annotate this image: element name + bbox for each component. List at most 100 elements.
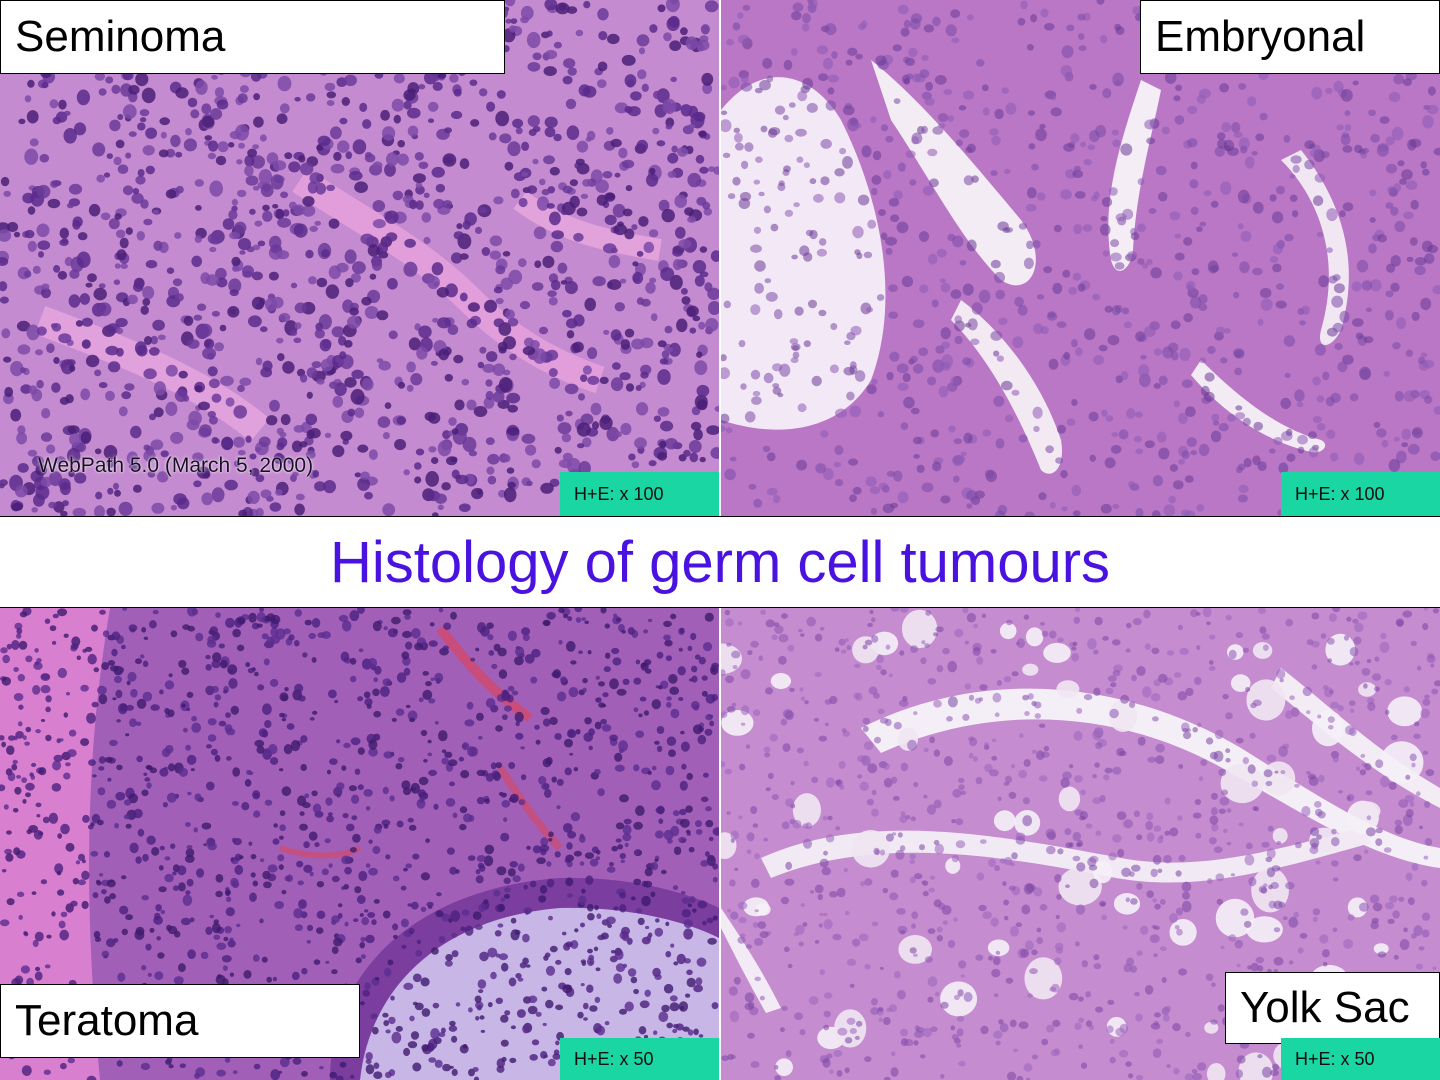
cell-nucleus [1071, 484, 1082, 497]
cell-nucleus [488, 650, 495, 656]
cell-nucleus [1269, 448, 1276, 454]
cell-nucleus [1311, 86, 1323, 100]
cell-nucleus [27, 79, 35, 88]
cell-nucleus [900, 422, 909, 431]
cell-nucleus [383, 1020, 390, 1027]
cell-nucleus [1103, 774, 1110, 781]
cell-nucleus [548, 831, 554, 838]
cell-nucleus [306, 924, 314, 932]
cell-nucleus [373, 899, 380, 904]
cell-nucleus [575, 29, 584, 37]
cell-nucleus [218, 643, 225, 649]
cell-nucleus [1058, 786, 1081, 812]
cell-nucleus [214, 754, 221, 762]
cell-nucleus [1080, 810, 1088, 820]
cell-nucleus [210, 108, 223, 120]
cell-nucleus [1326, 429, 1336, 439]
cell-nucleus [150, 335, 158, 345]
cell-nucleus [334, 382, 347, 397]
cell-nucleus [908, 47, 918, 58]
cell-nucleus [160, 131, 167, 139]
cell-nucleus [247, 490, 260, 504]
cell-nucleus [649, 277, 657, 284]
cell-nucleus [1327, 658, 1332, 663]
cell-nucleus [676, 953, 686, 965]
cell-nucleus [876, 654, 884, 664]
cell-nucleus [774, 105, 786, 115]
cell-nucleus [193, 480, 202, 488]
cell-nucleus [24, 148, 39, 165]
cell-nucleus [687, 903, 692, 907]
cell-nucleus [866, 384, 877, 395]
cell-nucleus [468, 1007, 473, 1013]
cell-nucleus [577, 443, 585, 449]
cell-nucleus [1038, 723, 1046, 728]
cell-nucleus [888, 198, 900, 207]
cell-nucleus [1191, 1068, 1198, 1074]
cell-nucleus [139, 117, 147, 123]
cell-nucleus [582, 677, 588, 684]
cell-nucleus [1076, 707, 1083, 714]
cell-nucleus [154, 971, 164, 980]
cell-nucleus [1316, 231, 1324, 238]
cell-nucleus [228, 142, 235, 148]
cell-nucleus [368, 839, 373, 844]
cell-nucleus [484, 299, 497, 313]
cell-nucleus [1302, 686, 1312, 697]
cell-nucleus [415, 448, 425, 456]
cell-nucleus [543, 620, 551, 626]
cell-nucleus [561, 931, 567, 936]
cell-nucleus [1031, 949, 1038, 956]
cell-nucleus [444, 751, 453, 758]
cell-nucleus [11, 502, 23, 511]
cell-nucleus [335, 1075, 344, 1080]
cell-nucleus [677, 666, 686, 676]
cell-nucleus [92, 142, 106, 157]
cell-nucleus [391, 1031, 402, 1044]
cell-nucleus [839, 147, 847, 155]
cell-nucleus [621, 54, 636, 66]
cell-nucleus [53, 754, 63, 762]
cell-nucleus [46, 343, 55, 354]
cell-nucleus [614, 752, 623, 762]
cell-nucleus [803, 162, 810, 169]
cell-nucleus [874, 736, 881, 744]
cell-nucleus [144, 336, 152, 345]
cell-nucleus [1114, 23, 1122, 31]
cell-nucleus [24, 741, 30, 746]
cell-nucleus [1036, 927, 1042, 933]
cell-nucleus [1152, 510, 1161, 516]
cell-nucleus [1252, 455, 1261, 466]
cell-nucleus [698, 1034, 704, 1038]
cell-nucleus [226, 756, 232, 761]
cell-nucleus [883, 763, 890, 770]
cell-nucleus [253, 93, 260, 101]
cell-nucleus [77, 232, 88, 241]
cell-nucleus [72, 216, 83, 227]
cell-nucleus [97, 787, 106, 796]
cell-nucleus [244, 779, 252, 787]
cell-nucleus [268, 271, 279, 281]
cell-nucleus [248, 315, 262, 328]
cell-nucleus [745, 944, 752, 949]
cell-nucleus [270, 757, 279, 765]
cell-nucleus [184, 854, 195, 863]
cell-nucleus [224, 479, 238, 491]
cell-nucleus [1198, 776, 1204, 782]
cell-nucleus [1207, 345, 1216, 355]
cell-nucleus [463, 813, 472, 823]
cell-nucleus [900, 1028, 909, 1037]
cell-nucleus [808, 0, 818, 10]
cell-nucleus [649, 24, 658, 33]
cell-nucleus [903, 1039, 914, 1047]
cell-nucleus [500, 1014, 509, 1023]
cell-nucleus [1144, 119, 1156, 130]
cell-nucleus [636, 139, 649, 152]
cell-nucleus [365, 152, 373, 158]
cell-nucleus [117, 972, 126, 982]
cell-nucleus [703, 772, 709, 778]
cell-nucleus [1376, 144, 1389, 157]
cell-nucleus [825, 100, 836, 111]
cell-nucleus [1013, 1048, 1018, 1053]
cell-nucleus [144, 777, 151, 782]
